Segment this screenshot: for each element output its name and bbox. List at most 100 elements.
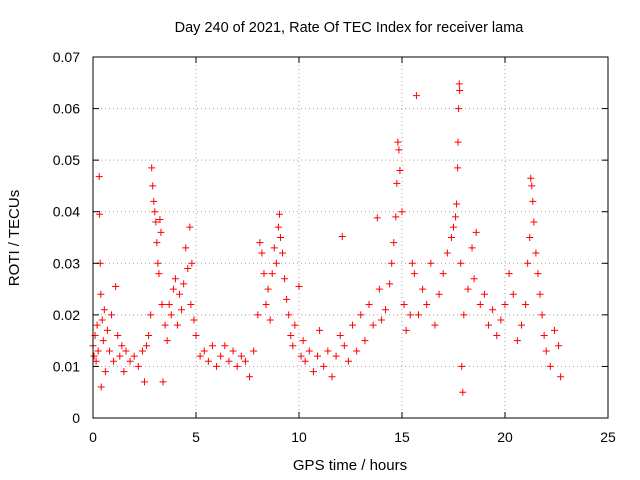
data-point <box>95 173 103 181</box>
data-point <box>489 306 497 314</box>
y-tick-label: 0.02 <box>53 307 80 323</box>
data-point <box>505 270 513 278</box>
data-point <box>528 182 536 190</box>
data-point <box>196 352 204 360</box>
data-point <box>152 218 160 226</box>
data-point <box>540 331 548 339</box>
data-point <box>297 352 305 360</box>
data-point <box>455 80 463 88</box>
data-point <box>110 357 118 365</box>
data-point <box>414 311 422 319</box>
data-point <box>453 200 461 208</box>
data-point <box>450 223 457 231</box>
y-tick-label: 0 <box>72 410 80 426</box>
data-point <box>454 164 462 172</box>
data-point <box>186 223 194 231</box>
data-point <box>340 342 348 350</box>
y-tick-label: 0.05 <box>53 152 80 168</box>
data-point <box>532 249 540 257</box>
data-point <box>275 210 283 218</box>
data-point <box>550 326 558 334</box>
data-point <box>112 282 120 290</box>
data-point <box>285 311 293 319</box>
data-point <box>419 285 427 293</box>
data-point <box>165 301 173 309</box>
x-axis-label: GPS time / hours <box>293 457 407 474</box>
data-point <box>390 239 398 247</box>
data-point <box>256 239 264 247</box>
data-point <box>526 234 534 241</box>
data-point <box>394 138 402 146</box>
data-point <box>314 352 322 360</box>
data-point <box>274 223 282 231</box>
data-point <box>369 321 377 329</box>
data-point <box>266 316 274 324</box>
data-point <box>101 368 109 376</box>
data-point <box>555 342 563 350</box>
data-point <box>344 357 352 365</box>
data-point <box>472 228 480 236</box>
data-point <box>96 210 104 218</box>
data-point <box>200 347 208 355</box>
data-point <box>187 301 195 309</box>
data-point <box>264 285 272 293</box>
data-point <box>143 342 151 350</box>
y-tick-label: 0.04 <box>53 204 80 220</box>
data-point <box>246 373 254 381</box>
data-point <box>485 321 493 329</box>
data-point <box>480 290 488 298</box>
data-point <box>105 347 113 355</box>
data-point <box>103 326 111 334</box>
data-point <box>163 337 171 345</box>
data-point <box>406 311 414 319</box>
data-point <box>309 368 317 376</box>
data-point <box>361 337 369 345</box>
data-point <box>454 138 462 146</box>
data-point <box>493 331 501 339</box>
x-tick-label: 0 <box>89 429 97 445</box>
data-point <box>316 326 324 334</box>
data-point <box>530 218 538 226</box>
data-point <box>452 213 460 221</box>
data-point <box>108 311 116 319</box>
data-point <box>423 301 431 309</box>
data-point <box>157 228 165 236</box>
data-point <box>382 306 390 314</box>
data-point <box>98 316 106 324</box>
data-point <box>118 342 126 350</box>
data-point <box>180 280 188 288</box>
data-point <box>431 321 439 329</box>
data-point <box>373 214 381 222</box>
data-point <box>233 362 241 370</box>
data-point <box>208 342 216 350</box>
data-point <box>178 306 186 314</box>
data-point <box>398 208 406 216</box>
data-point <box>150 197 158 205</box>
data-points <box>89 80 565 396</box>
data-point <box>134 362 142 370</box>
data-point <box>279 249 287 257</box>
data-point <box>393 179 401 187</box>
data-point <box>161 321 169 329</box>
data-point <box>237 352 245 360</box>
y-axis-ticks: 0 0.01 0.02 0.03 0.04 0.05 0.06 0.07 <box>53 49 608 426</box>
data-point <box>427 259 435 267</box>
data-point <box>225 357 233 365</box>
data-point <box>501 301 509 309</box>
data-point <box>93 321 101 329</box>
data-point <box>151 208 159 216</box>
data-point <box>272 259 280 267</box>
data-point <box>408 259 416 267</box>
data-point <box>470 275 478 283</box>
data-point <box>534 270 542 278</box>
data-point <box>458 362 466 370</box>
data-point <box>468 244 476 252</box>
data-point <box>388 259 396 267</box>
data-point <box>527 174 535 182</box>
data-point <box>412 92 420 100</box>
data-point <box>402 326 410 334</box>
data-point <box>320 362 328 370</box>
x-tick-label: 10 <box>291 429 307 445</box>
data-point <box>153 239 161 247</box>
data-point <box>260 270 268 278</box>
